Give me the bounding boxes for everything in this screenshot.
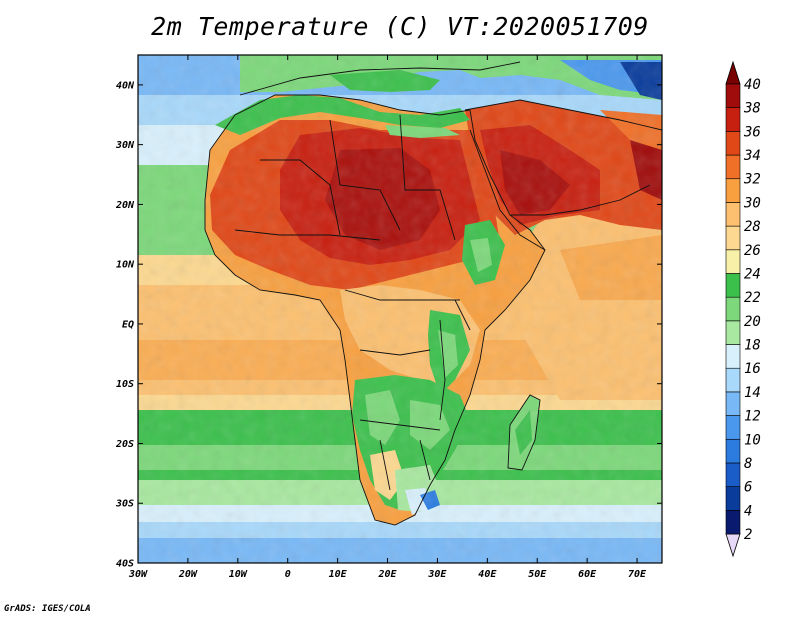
grads-credit: GrADS: IGES/COLA xyxy=(4,604,91,614)
colorbar-swatch xyxy=(725,344,741,369)
colorbar-swatch xyxy=(725,367,741,393)
x-tick-label: 30W xyxy=(128,569,148,580)
colorbar-swatch xyxy=(725,249,741,274)
colorbar-swatch xyxy=(725,486,741,511)
x-tick-label: 30E xyxy=(427,569,447,580)
colorbar-swatch xyxy=(725,320,741,345)
colorbar-label: 2 xyxy=(744,527,752,543)
x-tick-label: 70E xyxy=(628,569,647,580)
colorbar-label: 26 xyxy=(744,243,761,259)
x-tick-label: 10W xyxy=(229,569,248,580)
x-tick-label: 20W xyxy=(178,569,198,580)
chart-title: 2m Temperature (C) VT:2020051709 xyxy=(151,12,649,41)
y-tick-label: 30N xyxy=(115,140,135,151)
colorbar-swatch xyxy=(725,83,741,108)
x-tick-label: 10E xyxy=(329,569,348,580)
y-axis: 40N 30N 20N 10N EQ 10S 20S 30S 40S xyxy=(115,80,662,570)
country-borders xyxy=(204,61,662,526)
colorbar-label: 36 xyxy=(743,124,761,140)
colorbar-label: 4 xyxy=(744,503,752,519)
colorbar-swatch xyxy=(725,391,741,416)
colorbar-label: 28 xyxy=(744,219,761,235)
x-tick-label: 0 xyxy=(285,569,291,580)
colorbar-min-triangle xyxy=(725,533,741,558)
colorbar-label: 24 xyxy=(744,266,761,282)
y-tick-label: 20N xyxy=(115,200,135,211)
y-tick-label: 20S xyxy=(115,439,134,450)
colorbar-swatch xyxy=(725,415,741,440)
y-tick-label: 40S xyxy=(116,559,134,570)
colorbar-label: 32 xyxy=(743,172,761,188)
colorbar-label: 30 xyxy=(743,195,761,211)
y-tick-label: 30S xyxy=(115,499,134,510)
y-tick-label: 10N xyxy=(116,260,135,271)
colorbar-label: 40 xyxy=(744,77,761,93)
y-tick-label: 40N xyxy=(116,80,135,91)
colorbar-label: 6 xyxy=(744,480,752,496)
colorbar-swatch xyxy=(725,107,741,132)
colorbar-label: 16 xyxy=(744,361,761,377)
colorbar-label: 14 xyxy=(744,385,761,401)
colorbar-swatch xyxy=(725,225,741,251)
temperature-field xyxy=(138,55,662,563)
colorbar-label: 12 xyxy=(744,409,761,425)
plot-frame xyxy=(137,54,663,564)
x-axis: 30W 20W 10W 0 10E 20E 30E 40E 50E 60E 70E xyxy=(128,55,647,580)
y-tick-label: EQ xyxy=(122,319,134,330)
colorbar-label: 18 xyxy=(744,338,761,354)
colorbar-label: 38 xyxy=(743,101,761,117)
colorbar-swatch xyxy=(725,154,741,180)
colorbar-label: 20 xyxy=(744,314,761,330)
colorbar-swatch xyxy=(725,273,741,298)
y-tick-label: 10S xyxy=(116,379,134,390)
colorbar-label: 8 xyxy=(744,456,752,472)
colorbar-swatch xyxy=(725,462,741,487)
colorbar-swatch xyxy=(725,131,741,156)
colorbar-swatch xyxy=(725,510,741,535)
x-tick-label: 20E xyxy=(377,569,397,580)
x-tick-label: 50E xyxy=(528,569,547,580)
colorbar-swatch xyxy=(725,296,741,322)
x-tick-label: 40E xyxy=(478,569,497,580)
colorbar-swatch xyxy=(725,202,741,227)
colorbar-max-triangle xyxy=(725,60,741,85)
colorbar-swatch xyxy=(725,178,741,203)
x-tick-label: 60E xyxy=(578,569,597,580)
colorbar-label: 34 xyxy=(743,148,761,164)
colorbar-label: 10 xyxy=(744,432,761,448)
colorbar-label: 22 xyxy=(744,290,761,306)
colorbar-swatch xyxy=(725,438,741,464)
